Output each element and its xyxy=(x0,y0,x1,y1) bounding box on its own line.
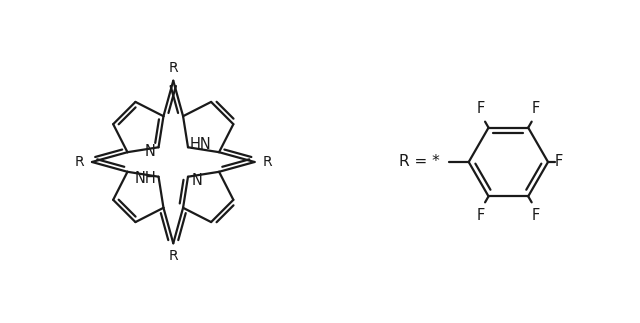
Text: N: N xyxy=(191,173,202,188)
Text: R: R xyxy=(168,61,178,75)
Text: F: F xyxy=(531,208,540,223)
Text: R: R xyxy=(262,155,272,169)
Text: F: F xyxy=(531,101,540,116)
Text: HN: HN xyxy=(190,137,212,152)
Text: N: N xyxy=(144,144,155,159)
Text: NH: NH xyxy=(135,171,157,186)
Text: R: R xyxy=(168,249,178,263)
Text: R = *: R = * xyxy=(399,154,440,170)
Text: R: R xyxy=(74,155,84,169)
Text: F: F xyxy=(477,101,485,116)
Text: F: F xyxy=(477,208,485,223)
Text: F: F xyxy=(555,154,563,170)
